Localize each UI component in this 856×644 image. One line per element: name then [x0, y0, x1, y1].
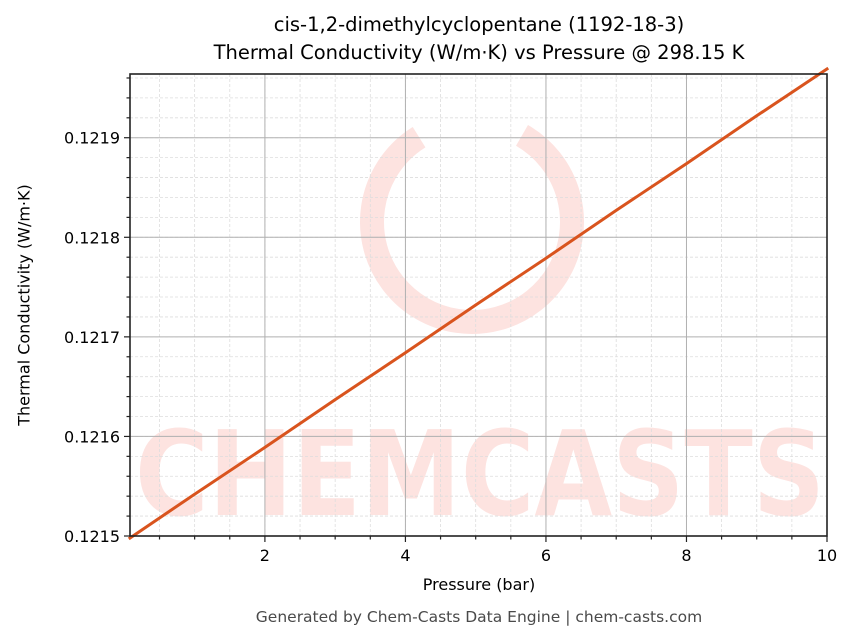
svg-text:0.1219: 0.1219 [64, 129, 120, 148]
data-series [127, 66, 830, 541]
chemcasts-watermark: CHEMCASTS [135, 109, 825, 543]
chart-subtitle: Thermal Conductivity (W/m·K) vs Pressure… [213, 41, 745, 64]
svg-text:10: 10 [817, 546, 837, 565]
svg-text:CHEMCASTS: CHEMCASTS [135, 405, 825, 543]
svg-text:0.1217: 0.1217 [64, 328, 120, 347]
svg-text:8: 8 [681, 546, 691, 565]
x-axis-label: Pressure (bar) [422, 575, 536, 594]
axis-ticks: 2 4 6 8 10 0.1215 0.1216 0.1217 0.1218 0.1219 [64, 77, 837, 565]
axes-frame [129, 73, 828, 537]
chart-title: cis-1,2-dimethylcyclopentane (1192-18-3) [273, 13, 685, 36]
y-axis-label: Thermal Conductivity (W/m·K) [14, 184, 34, 426]
svg-text:2: 2 [260, 546, 270, 565]
svg-text:4: 4 [400, 546, 410, 565]
svg-text:0.1216: 0.1216 [64, 427, 120, 446]
svg-text:6: 6 [541, 546, 551, 565]
svg-text:0.1215: 0.1215 [64, 527, 120, 546]
svg-text:0.1218: 0.1218 [64, 228, 120, 247]
footer-credit: Generated by Chem-Casts Data Engine | ch… [255, 608, 703, 626]
